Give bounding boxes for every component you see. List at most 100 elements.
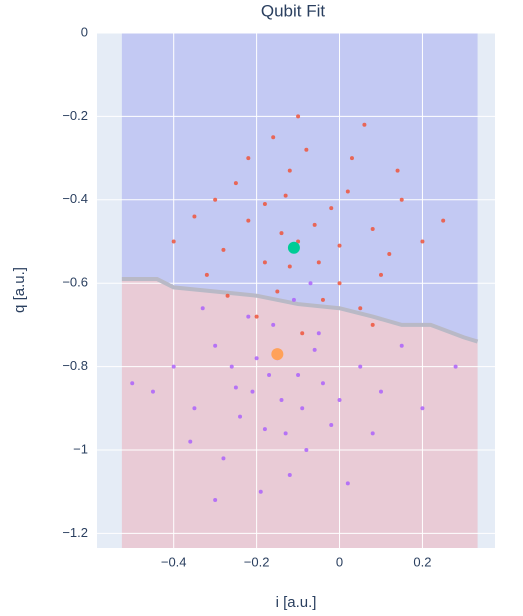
point xyxy=(171,239,176,244)
point xyxy=(213,343,218,348)
x-tick-label: −0.2 xyxy=(244,554,270,569)
point xyxy=(238,414,243,419)
point xyxy=(221,247,226,252)
point xyxy=(287,473,292,478)
point xyxy=(420,239,425,244)
point xyxy=(271,322,276,327)
point xyxy=(378,272,383,277)
y-tick-label: −0.6 xyxy=(62,275,88,290)
point xyxy=(370,431,375,436)
point xyxy=(329,206,334,211)
point xyxy=(287,168,292,173)
y-tick-label: 0 xyxy=(81,24,88,39)
point xyxy=(229,364,234,369)
point xyxy=(362,122,367,127)
point xyxy=(188,439,193,444)
point xyxy=(221,456,226,461)
chart-title: Qubit Fit xyxy=(261,1,326,20)
point xyxy=(233,181,238,186)
point xyxy=(254,356,259,361)
point xyxy=(312,347,317,352)
x-tick-label: −0.4 xyxy=(161,554,187,569)
point xyxy=(262,260,267,265)
point xyxy=(329,422,334,427)
point xyxy=(283,193,288,198)
point xyxy=(300,331,305,336)
point xyxy=(337,281,342,286)
point xyxy=(233,385,238,390)
point xyxy=(200,306,205,311)
point xyxy=(316,331,321,336)
point xyxy=(225,293,230,298)
x-axis-label: i [a.u.] xyxy=(276,594,317,611)
point xyxy=(291,297,296,302)
point xyxy=(275,289,280,294)
point xyxy=(304,448,309,453)
centroid xyxy=(287,241,300,254)
point xyxy=(204,272,209,277)
point xyxy=(320,297,325,302)
point xyxy=(262,201,267,206)
point xyxy=(192,406,197,411)
point xyxy=(296,372,301,377)
point xyxy=(312,222,317,227)
point xyxy=(262,427,267,432)
point xyxy=(271,135,276,140)
point xyxy=(150,389,155,394)
point xyxy=(345,481,350,486)
y-tick-label: −0.4 xyxy=(62,191,88,206)
x-tick-label: 0.2 xyxy=(413,554,431,569)
point xyxy=(300,406,305,411)
point xyxy=(246,218,251,223)
point xyxy=(453,364,458,369)
point xyxy=(370,226,375,231)
point xyxy=(420,406,425,411)
point xyxy=(304,147,309,152)
points xyxy=(130,114,458,503)
point xyxy=(316,260,321,265)
point xyxy=(387,252,392,257)
y-tick-label: −1 xyxy=(73,441,88,456)
y-axis-label: q [a.u.] xyxy=(11,267,28,313)
point xyxy=(279,231,284,236)
point xyxy=(441,218,446,223)
point xyxy=(378,389,383,394)
point xyxy=(254,314,259,319)
point xyxy=(308,281,313,286)
centroid xyxy=(271,348,284,361)
point xyxy=(337,243,342,248)
y-tick-label: −0.8 xyxy=(62,358,88,373)
point xyxy=(345,189,350,194)
point xyxy=(258,489,263,494)
point xyxy=(296,239,301,244)
point xyxy=(130,381,135,386)
point xyxy=(337,397,342,402)
point xyxy=(246,156,251,161)
point xyxy=(320,381,325,386)
point xyxy=(213,197,218,202)
point xyxy=(296,114,301,119)
point xyxy=(192,214,197,219)
point xyxy=(283,431,288,436)
point xyxy=(399,197,404,202)
y-tick-label: −0.2 xyxy=(62,108,88,123)
point xyxy=(279,397,284,402)
point xyxy=(358,364,363,369)
point xyxy=(213,498,218,503)
point xyxy=(358,306,363,311)
decision-boundary xyxy=(121,277,479,344)
point xyxy=(171,364,176,369)
point xyxy=(399,343,404,348)
point xyxy=(250,389,255,394)
x-tick-label: 0 xyxy=(336,554,343,569)
point xyxy=(395,168,400,173)
point xyxy=(349,156,354,161)
point xyxy=(287,264,292,269)
point xyxy=(267,372,272,377)
point xyxy=(370,322,375,327)
y-tick-label: −1.2 xyxy=(62,525,88,540)
region-lower xyxy=(121,279,478,548)
region-upper xyxy=(121,33,478,342)
point xyxy=(246,314,251,319)
